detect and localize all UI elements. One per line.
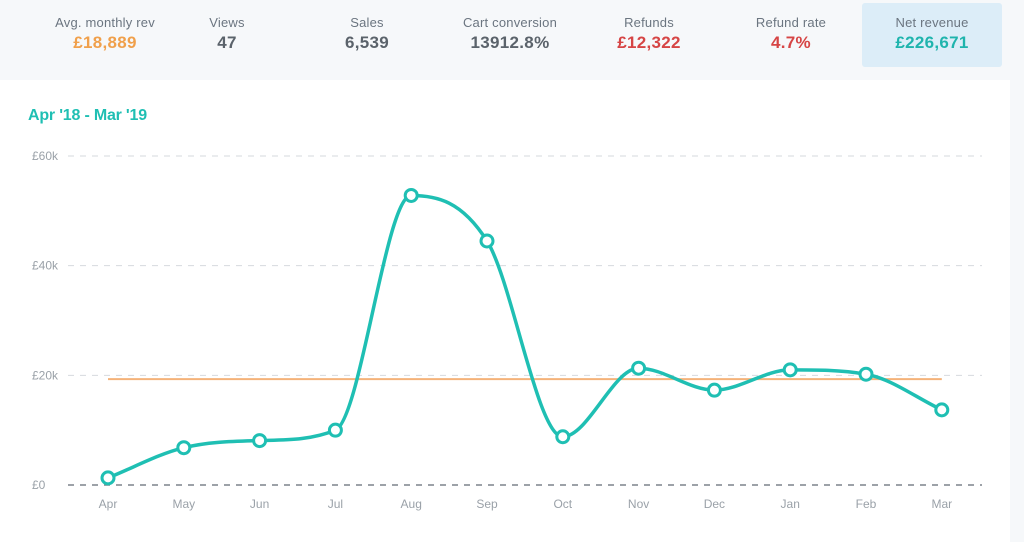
stat-value: 47 — [217, 33, 237, 52]
stats-bar: Avg. monthly rev £18,889 Views 47 Sales … — [0, 0, 1024, 80]
stat-label: Net revenue — [895, 15, 969, 30]
stat-label: Avg. monthly rev — [55, 15, 155, 30]
stat-value: 4.7% — [771, 33, 811, 52]
stat-label: Views — [209, 15, 245, 30]
stat-avg-monthly-rev[interactable]: Avg. monthly rev £18,889 — [30, 0, 180, 80]
stat-refunds[interactable]: Refunds £12,322 — [584, 0, 714, 80]
stat-label: Refunds — [624, 15, 674, 30]
stat-value: £12,322 — [617, 33, 681, 52]
stat-value: 6,539 — [344, 33, 390, 52]
stat-views[interactable]: Views 47 — [162, 0, 292, 80]
chart-title: Apr '18 - Mar '19 — [28, 107, 147, 124]
stat-label: Refund rate — [755, 15, 827, 30]
stat-refund-rate[interactable]: Refund rate 4.7% — [726, 0, 856, 80]
stat-sales[interactable]: Sales 6,539 — [302, 0, 432, 80]
stat-label: Sales — [350, 15, 384, 30]
chart-panel: Apr '18 - Mar '19 — [0, 80, 1010, 542]
stat-value: £226,671 — [895, 33, 969, 52]
stat-cart-conversion[interactable]: Cart conversion 13912.8% — [440, 0, 580, 80]
stat-net-revenue[interactable]: Net revenue £226,671 — [862, 3, 1002, 67]
page-edge — [1010, 80, 1024, 542]
stat-label: Cart conversion — [462, 15, 558, 30]
stat-value: 13912.8% — [470, 33, 550, 52]
stat-value: £18,889 — [73, 33, 137, 52]
